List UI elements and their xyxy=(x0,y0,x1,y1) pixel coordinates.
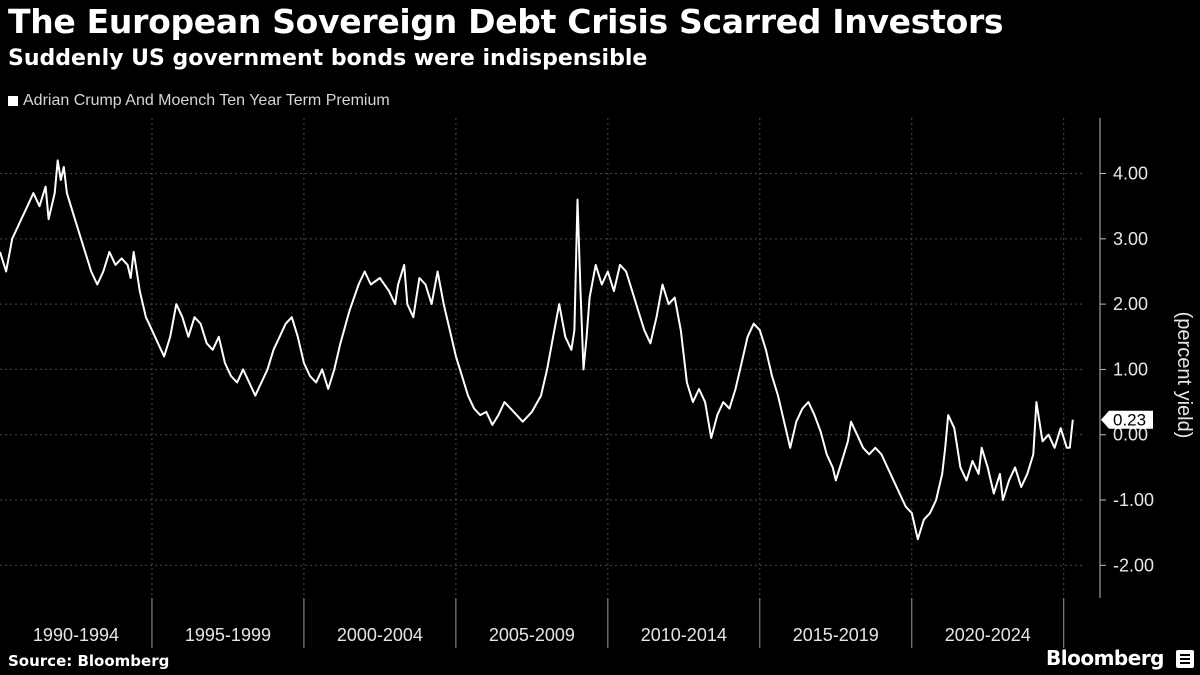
y-tick-label: 4.00 xyxy=(1113,164,1148,184)
source-note: Source: Bloomberg xyxy=(8,652,170,670)
legend: Adrian Crump And Moench Ten Year Term Pr… xyxy=(8,92,390,110)
x-tick-label: 2015-2019 xyxy=(793,625,879,645)
bloomberg-terminal-icon xyxy=(1176,650,1194,668)
x-tick-label: 1995-1999 xyxy=(185,625,271,645)
chart-title: The European Sovereign Debt Crisis Scarr… xyxy=(8,2,1004,41)
y-tick-label: 1.00 xyxy=(1113,359,1148,379)
y-axis-title: (percent yield) xyxy=(1173,312,1195,439)
x-tick-label: 2005-2009 xyxy=(489,625,575,645)
brand-logo: Bloomberg xyxy=(1046,646,1164,670)
last-value-label: 0.23 xyxy=(1113,411,1146,430)
y-tick-label: -1.00 xyxy=(1113,490,1154,510)
x-tick-label: 2000-2004 xyxy=(337,625,423,645)
x-tick-label: 2020-2024 xyxy=(945,625,1031,645)
last-value-marker xyxy=(1101,410,1153,429)
y-tick-label: 3.00 xyxy=(1113,229,1148,249)
y-tick-label: 0.00 xyxy=(1113,425,1148,445)
chart-subtitle: Suddenly US government bonds were indisp… xyxy=(8,46,648,71)
y-tick-label: 2.00 xyxy=(1113,294,1148,314)
series-line xyxy=(0,159,1074,541)
x-tick-label: 2010-2014 xyxy=(641,625,727,645)
legend-label: Adrian Crump And Moench Ten Year Term Pr… xyxy=(23,92,390,109)
legend-swatch xyxy=(8,96,18,106)
x-tick-label: 1990-1994 xyxy=(33,625,119,645)
y-tick-label: -2.00 xyxy=(1113,555,1154,575)
